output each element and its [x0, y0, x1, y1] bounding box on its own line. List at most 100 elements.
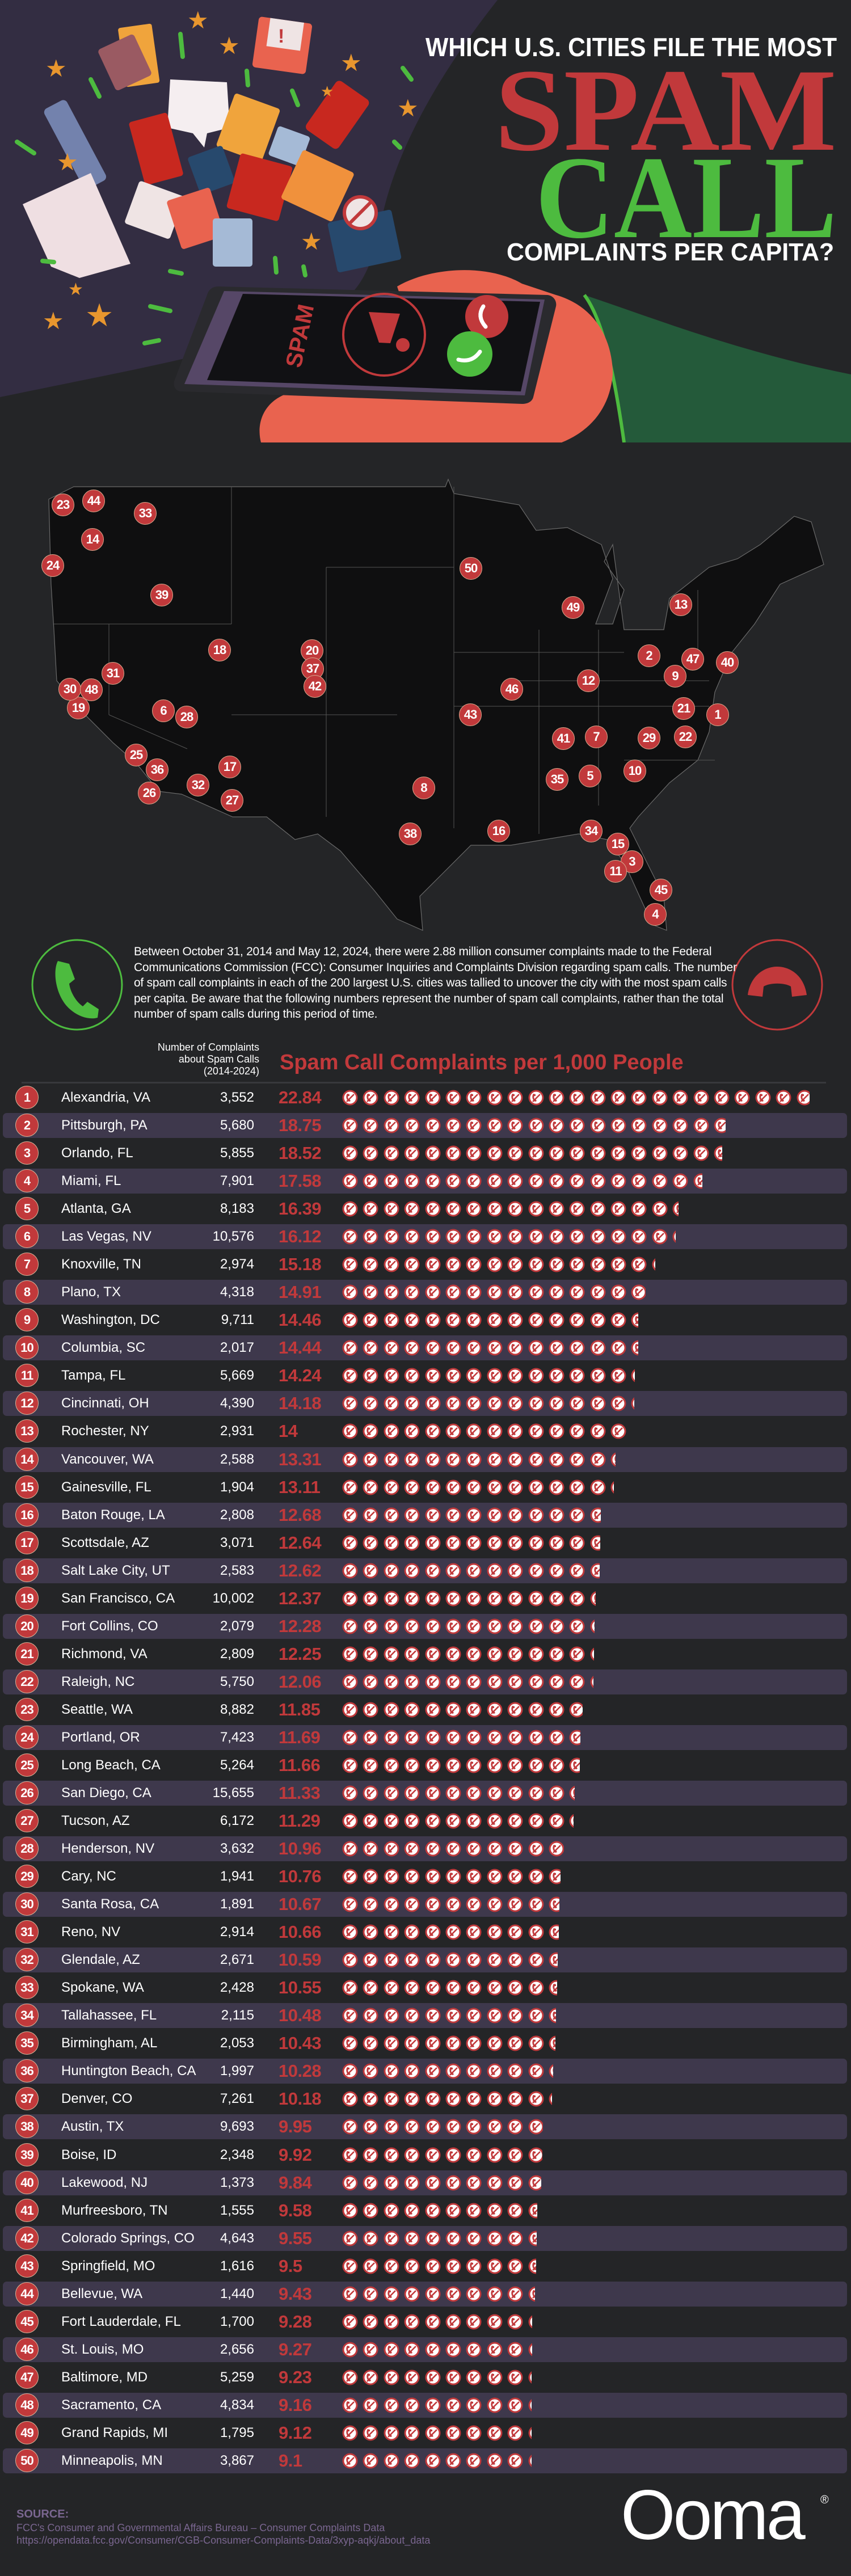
spam-call-blocked-icon: [549, 1952, 558, 1968]
spam-call-blocked-icon: [466, 1229, 482, 1245]
spam-call-blocked-icon: [342, 1090, 358, 1106]
spam-call-blocked-icon: [528, 1368, 544, 1384]
spam-call-blocked-icon: [404, 1952, 420, 1968]
complaint-count: 2,809: [220, 1646, 254, 1662]
city-name: Denver, CO: [61, 2091, 133, 2107]
spam-call-blocked-icon: [507, 1118, 523, 1133]
spam-call-blocked-icon: [384, 1591, 399, 1607]
table-row: 29 Cary, NC 1,941 10.76: [3, 1864, 847, 1889]
map-marker: 25: [125, 744, 148, 766]
city-name: Scottsdale, AZ: [61, 1534, 149, 1550]
spam-call-blocked-icon: [363, 1479, 378, 1495]
spam-call-blocked-icon: [342, 2258, 358, 2274]
spam-call-blocked-icon: [487, 1257, 503, 1272]
complaints-per-1000: 15.18: [279, 1254, 322, 1275]
spam-call-blocked-icon: [466, 1535, 482, 1551]
spam-call-blocked-icon: [549, 1980, 557, 1996]
map-marker: 23: [52, 494, 74, 516]
spam-call-blocked-icon: [466, 2091, 482, 2107]
pictograph-bar: [342, 1702, 587, 1718]
complaint-count: 2,079: [220, 1618, 254, 1634]
spam-call-blocked-icon: [404, 1312, 420, 1328]
spam-call-blocked-icon: [487, 1563, 503, 1579]
spam-call-blocked-icon: [590, 1118, 606, 1133]
pictograph-bar: [342, 1674, 598, 1690]
spam-call-blocked-icon: [487, 1229, 503, 1245]
spam-call-blocked-icon: [672, 1201, 679, 1217]
spam-call-blocked-icon: [404, 2231, 420, 2246]
spam-call-blocked-icon: [404, 1173, 420, 1189]
spam-call-blocked-icon: [466, 2258, 482, 2274]
spam-call-blocked-icon: [466, 1368, 482, 1384]
spam-call-blocked-icon: [549, 1535, 564, 1551]
rank-badge: 41: [15, 2198, 39, 2222]
city-name: Alexandria, VA: [61, 1090, 150, 1105]
spam-call-blocked-icon: [342, 1702, 358, 1718]
title-spam: SPAM: [495, 45, 837, 175]
map-marker: 24: [41, 554, 64, 577]
complaint-count: 2,914: [220, 1924, 254, 1940]
source-citation: FCC's Consumer and Governmental Affairs …: [16, 2522, 385, 2533]
spam-call-blocked-icon: [445, 2425, 461, 2441]
spam-call-blocked-icon: [652, 1090, 668, 1106]
spam-call-blocked-icon: [466, 1118, 482, 1133]
source-url[interactable]: https://opendata.fcc.gov/Consumer/CGB-Co…: [16, 2535, 431, 2546]
spam-call-blocked-icon: [528, 2035, 544, 2051]
city-name: Plano, TX: [61, 1284, 121, 1300]
svg-text:★: ★: [187, 6, 209, 34]
spam-call-blocked-icon: [631, 1368, 635, 1384]
spam-call-blocked-icon: [445, 2453, 461, 2469]
rank-badge: 1: [15, 1086, 39, 1109]
spam-call-blocked-icon: [384, 1952, 399, 1968]
spam-call-blocked-icon: [507, 1507, 523, 1523]
spam-call-blocked-icon: [363, 1535, 378, 1551]
spam-call-blocked-icon: [384, 1090, 399, 1106]
spam-call-blocked-icon: [528, 1646, 544, 1662]
spam-call-blocked-icon: [404, 1201, 420, 1217]
spam-call-blocked-icon: [507, 2314, 523, 2330]
pictograph-bar: [342, 2397, 536, 2413]
complaints-per-1000: 12.28: [279, 1616, 322, 1636]
table-row: 7 Knoxville, TN 2,974 15.18: [3, 1252, 847, 1277]
rank-badge: 2: [15, 1114, 39, 1137]
green-dashes: [15, 32, 414, 345]
spam-call-blocked-icon: [507, 2035, 523, 2051]
spam-call-blocked-icon: [507, 1896, 523, 1912]
header-illustration: SPAM ! ★★★★ ★★★ ★★★★: [0, 0, 851, 442]
table-row: 26 San Diego, CA 15,655 11.33: [3, 1781, 847, 1806]
spam-call-blocked-icon: [590, 1368, 606, 1384]
spam-call-blocked-icon: [363, 1924, 378, 1940]
spam-call-blocked-icon: [549, 1423, 564, 1439]
spam-call-blocked-icon: [693, 1118, 709, 1133]
rank-badge: 9: [15, 1308, 39, 1332]
spam-call-blocked-icon: [425, 1702, 441, 1718]
spam-call-blocked-icon: [445, 1257, 461, 1272]
table-row: 43 Springfield, MO 1,616 9.5: [3, 2254, 847, 2279]
spam-call-blocked-icon: [342, 2008, 358, 2023]
pictograph-bar: [342, 2175, 546, 2191]
pictograph-bar: [342, 1201, 684, 1217]
spam-call-blocked-icon: [404, 1563, 420, 1579]
spam-call-blocked-icon: [507, 1841, 523, 1857]
table-row: 22 Raleigh, NC 5,750 12.06: [3, 1669, 847, 1694]
complaint-count: 4,643: [220, 2230, 254, 2246]
rank-badge: 32: [15, 1948, 39, 1972]
spam-call-blocked-icon: [425, 1952, 441, 1968]
spam-call-blocked-icon: [569, 1201, 585, 1217]
spam-call-blocked-icon: [384, 2008, 399, 2023]
complaint-count: 1,555: [220, 2202, 254, 2218]
spam-call-blocked-icon: [528, 1702, 544, 1718]
spam-call-blocked-icon: [528, 2175, 542, 2191]
map-marker: 5: [579, 765, 601, 787]
spam-call-blocked-icon: [466, 1145, 482, 1161]
city-name: St. Louis, MO: [61, 2341, 144, 2357]
spam-call-blocked-icon: [507, 2091, 523, 2107]
spam-call-blocked-icon: [797, 1090, 810, 1106]
spam-call-blocked-icon: [466, 1090, 482, 1106]
pictograph-bar: [342, 2035, 560, 2051]
spam-call-blocked-icon: [404, 1368, 420, 1384]
complaints-per-1000: 9.92: [279, 2144, 312, 2165]
rank-badge: 19: [15, 1586, 39, 1610]
spam-call-blocked-icon: [384, 1423, 399, 1439]
spam-call-blocked-icon: [466, 1591, 482, 1607]
